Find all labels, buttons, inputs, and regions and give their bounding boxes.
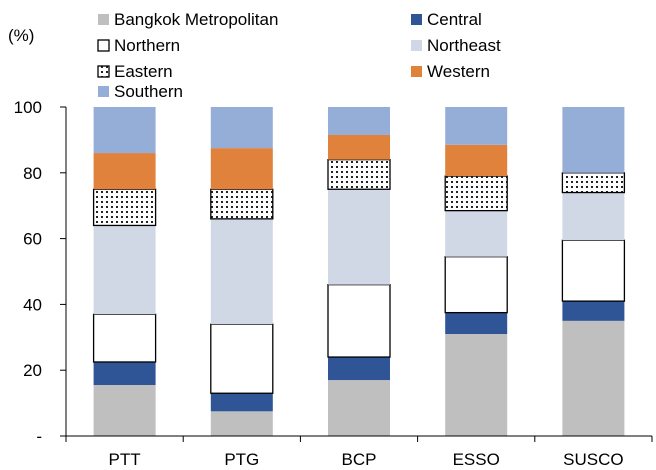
legend-label: Eastern bbox=[114, 62, 173, 81]
x-tick-label: SUSCO bbox=[563, 450, 623, 469]
legend-item-northeast: Northeast bbox=[411, 36, 501, 55]
bar-susco-eastern bbox=[561, 172, 626, 194]
legend-swatch bbox=[98, 14, 109, 25]
bar-esso-western bbox=[445, 144, 508, 177]
bar-esso-southern bbox=[445, 107, 508, 145]
y-tick-label: 20 bbox=[23, 361, 42, 380]
bar-susco-central bbox=[562, 301, 625, 321]
legend-item-central: Central bbox=[411, 10, 482, 29]
bar-ptg-bangkok-metropolitan bbox=[210, 411, 273, 436]
y-unit-label: (%) bbox=[8, 26, 34, 45]
legend-swatch bbox=[411, 66, 422, 77]
bar-esso-northern bbox=[444, 256, 508, 314]
x-tick-label: PTG bbox=[224, 450, 259, 469]
x-tick-label: BCP bbox=[342, 450, 377, 469]
x-tick-label: ESSO bbox=[453, 450, 500, 469]
legend-item-eastern: Eastern bbox=[97, 62, 173, 81]
bar-esso-bangkok-metropolitan bbox=[445, 334, 508, 436]
legend-item-western: Western bbox=[411, 62, 490, 81]
bar-esso-eastern bbox=[444, 175, 508, 212]
bar-ptt-central bbox=[93, 361, 156, 386]
legend-label: Western bbox=[427, 62, 490, 81]
bar-bcp-western bbox=[328, 134, 390, 160]
bar-ptt-bangkok-metropolitan bbox=[93, 385, 156, 436]
bar-susco-southern bbox=[562, 107, 625, 173]
legend-swatch bbox=[411, 14, 422, 25]
bar-bcp-eastern bbox=[327, 158, 391, 190]
bar-esso-northeast bbox=[445, 210, 508, 257]
y-tick-label: 100 bbox=[14, 98, 42, 117]
legend-label: Central bbox=[427, 10, 482, 29]
legend-item-bangkok-metropolitan: Bangkok Metropolitan bbox=[98, 10, 278, 29]
y-tick-label: 60 bbox=[23, 230, 42, 249]
bar-ptt-northern bbox=[92, 313, 157, 363]
axes: - 20 40 60 80 100 PTT PTG BCP ESSO SUSCO bbox=[14, 98, 653, 469]
bar-susco-northern bbox=[561, 239, 626, 302]
bar-ptg-northeast bbox=[210, 218, 273, 325]
legend-swatch bbox=[411, 40, 422, 51]
legend-swatch bbox=[98, 86, 109, 97]
bar-bcp-northeast bbox=[328, 189, 390, 285]
bar-ptt-southern bbox=[93, 107, 156, 154]
bar-ptg-western bbox=[210, 148, 273, 190]
x-tick-label: PTT bbox=[109, 450, 141, 469]
bar-ptt-northeast bbox=[93, 225, 156, 315]
y-tick-label: 80 bbox=[23, 164, 42, 183]
y-tick-label: 40 bbox=[23, 295, 42, 314]
legend-swatch bbox=[97, 39, 110, 52]
bar-bcp-central bbox=[328, 357, 390, 381]
bar-ptg-northern bbox=[210, 323, 274, 394]
legend: Bangkok Metropolitan Central Northern North… bbox=[97, 10, 501, 101]
bar-ptg-central bbox=[210, 393, 273, 412]
legend-swatch bbox=[97, 65, 110, 78]
bar-bcp-northern bbox=[327, 284, 391, 358]
legend-label: Southern bbox=[114, 82, 183, 101]
bar-bcp-bangkok-metropolitan bbox=[328, 380, 390, 436]
bar-ptt-eastern bbox=[92, 188, 157, 227]
bar-ptg-eastern bbox=[210, 188, 274, 220]
bar-esso-central bbox=[445, 312, 508, 335]
legend-item-southern: Southern bbox=[98, 82, 183, 101]
bar-bcp-southern bbox=[328, 107, 390, 135]
legend-label: Northeast bbox=[427, 36, 501, 55]
bar-ptg-southern bbox=[210, 107, 273, 149]
bar-susco-bangkok-metropolitan bbox=[562, 320, 625, 436]
bars bbox=[92, 107, 626, 436]
legend-item-northern: Northern bbox=[97, 36, 180, 55]
legend-label: Bangkok Metropolitan bbox=[114, 10, 278, 29]
legend-label: Northern bbox=[114, 36, 180, 55]
bar-susco-northeast bbox=[562, 192, 625, 241]
bar-ptt-western bbox=[93, 153, 156, 190]
y-tick-label: - bbox=[36, 427, 42, 446]
